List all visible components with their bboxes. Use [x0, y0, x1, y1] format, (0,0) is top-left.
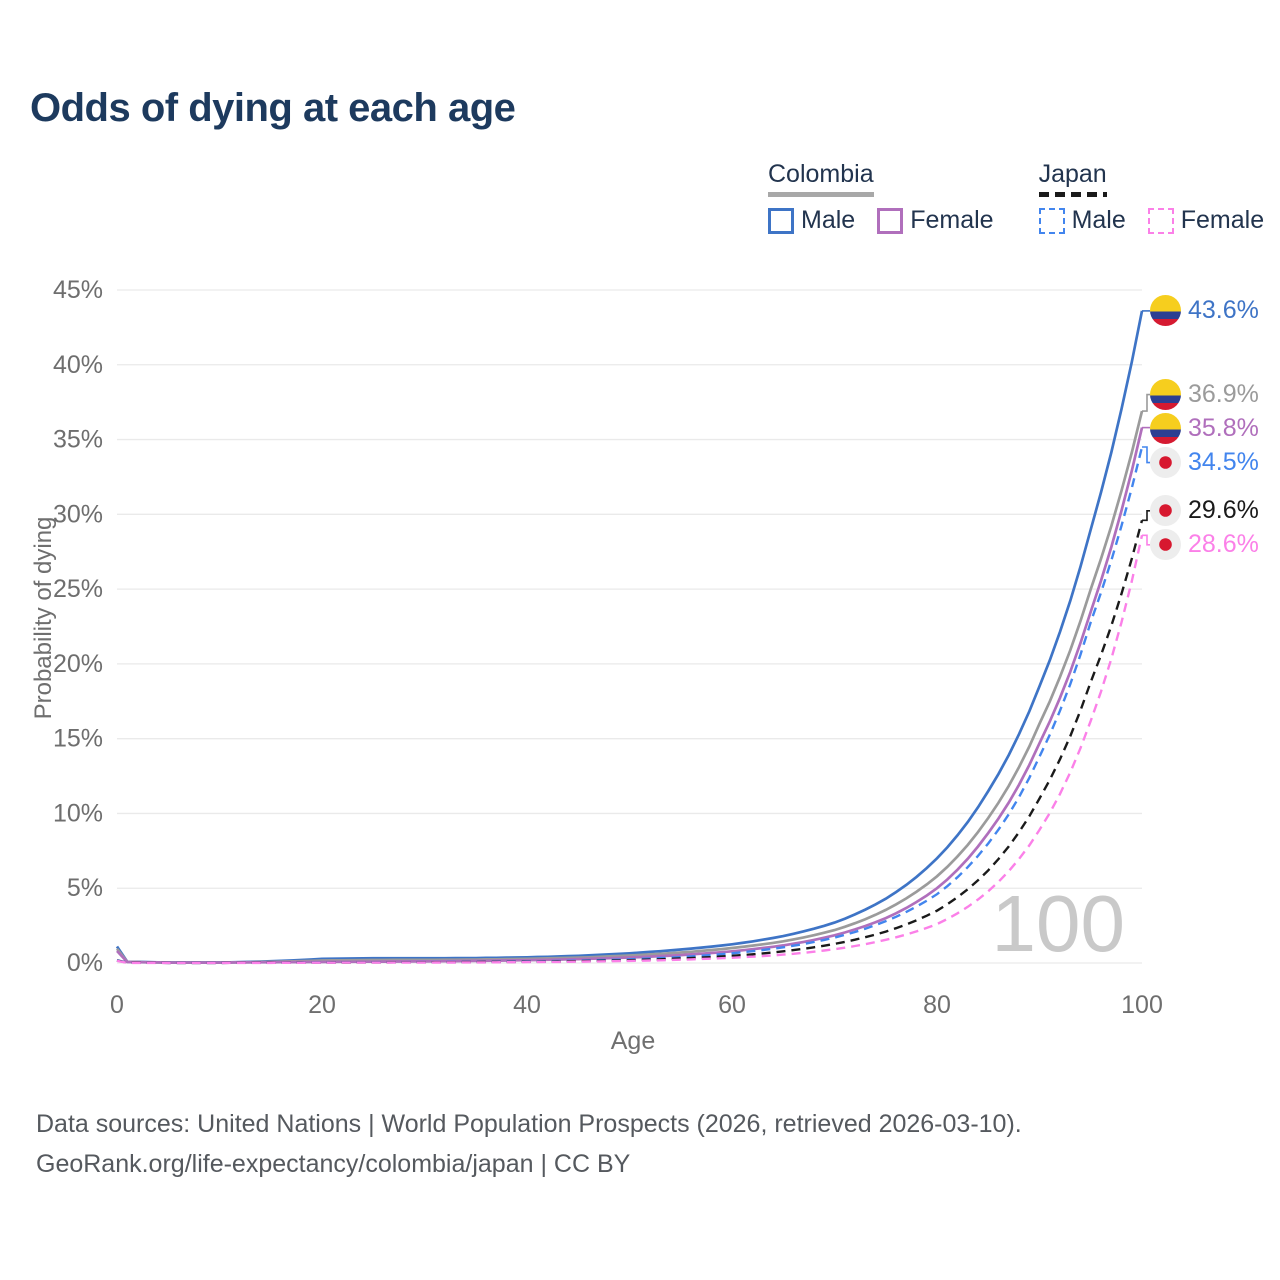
- x-tick-label: 0: [110, 991, 124, 1019]
- legend-toggle-colombia-male[interactable]: Male: [768, 206, 855, 235]
- legend-toggle-colombia-female[interactable]: Female: [877, 206, 994, 235]
- legend-header-japan: Japan: [1038, 160, 1107, 197]
- x-tick-label: 60: [718, 991, 746, 1019]
- checkbox-colombia-female-icon: [877, 207, 904, 234]
- attribution-text: GeoRank.org/life-expectancy/colombia/jap…: [36, 1150, 631, 1178]
- legend-item-label: Female: [910, 206, 994, 234]
- y-axis-title: Probability of dying: [30, 516, 57, 720]
- x-axis-title: Age: [610, 1027, 656, 1055]
- y-tick-label: 40%: [53, 351, 103, 379]
- y-tick-label: 5%: [67, 874, 103, 902]
- legend-item-label: Female: [1180, 206, 1265, 234]
- japan-line-style-icon: [1038, 192, 1107, 197]
- x-tick-label: 20: [308, 991, 336, 1019]
- end-label-connector: [1142, 393, 1150, 412]
- legend-country-label-colombia: Colombia: [768, 160, 874, 188]
- series-line-japan-all[interactable]: [116, 519, 1144, 965]
- series-line-colombia-all[interactable]: [115, 410, 1144, 964]
- checkbox-japan-female-icon: [1147, 207, 1174, 234]
- legend-country-label-japan: Japan: [1038, 160, 1107, 188]
- checkbox-japan-male-icon: [1038, 207, 1065, 234]
- x-tick-label: 80: [923, 991, 951, 1019]
- legend: Colombia Male Female Japan: [768, 160, 1264, 235]
- end-label-connector: [1142, 446, 1150, 464]
- y-tick-label: 15%: [53, 725, 103, 753]
- y-tick-label: 45%: [53, 276, 103, 304]
- legend-item-label: Male: [801, 206, 856, 234]
- page-title: Odds of dying at each age: [30, 86, 516, 130]
- legend-item-label: Male: [1071, 206, 1126, 234]
- legend-group-colombia: Colombia Male Female: [768, 160, 994, 235]
- legend-toggle-japan-male[interactable]: Male: [1038, 206, 1126, 235]
- series-line-japan-female[interactable]: [116, 535, 1144, 965]
- y-tick-label: 30%: [53, 500, 103, 528]
- colombia-line-style-icon: [768, 192, 874, 197]
- legend-toggle-japan-female[interactable]: Female: [1147, 206, 1265, 235]
- y-tick-label: 35%: [53, 426, 103, 454]
- series-line-colombia-female[interactable]: [116, 427, 1144, 964]
- y-tick-label: 10%: [53, 799, 103, 827]
- data-sources-text: Data sources: United Nations | World Pop…: [36, 1110, 1022, 1138]
- x-tick-label: 40: [513, 991, 541, 1019]
- series-line-japan-male[interactable]: [116, 446, 1144, 965]
- checkbox-colombia-male-icon: [768, 207, 794, 234]
- y-tick-label: 25%: [53, 575, 103, 603]
- legend-header-colombia: Colombia: [768, 160, 874, 197]
- end-label-connector: [1142, 534, 1150, 546]
- y-tick-label: 20%: [53, 650, 103, 678]
- x-tick-label: 100: [1121, 991, 1163, 1019]
- end-label-connector: [1142, 510, 1150, 522]
- hover-age-watermark: 100: [991, 879, 1125, 968]
- y-tick-label: 0%: [67, 949, 103, 977]
- legend-group-japan: Japan Male Female: [1038, 160, 1265, 235]
- series-line-colombia-male[interactable]: [115, 310, 1144, 964]
- footer: Data sources: United Nations | World Pop…: [36, 1104, 1022, 1184]
